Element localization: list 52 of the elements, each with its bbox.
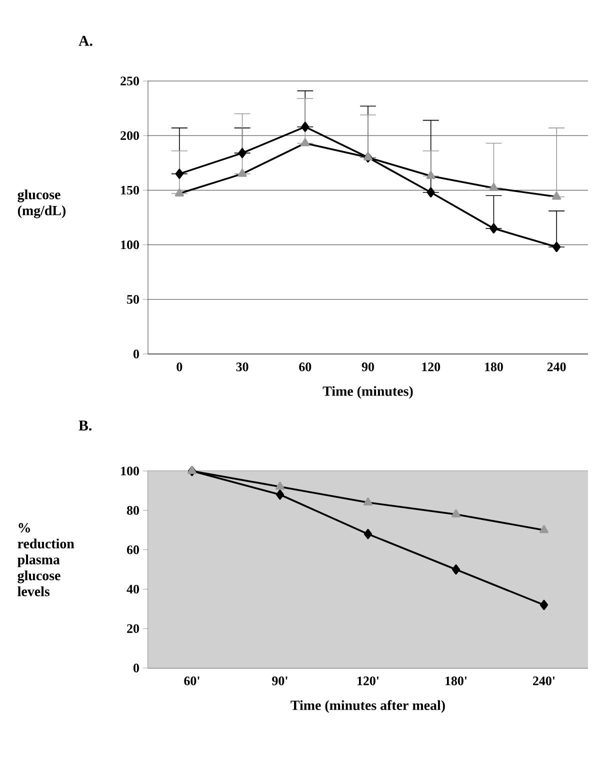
x-tick-label: 240' <box>533 676 555 686</box>
point <box>552 192 562 200</box>
point <box>552 242 561 252</box>
point <box>238 148 246 158</box>
point <box>276 490 284 500</box>
y-axis-title: glucose (mg/dL) <box>18 189 66 218</box>
y-tick-label: 80 <box>126 506 139 515</box>
chart-title: B. <box>78 420 92 431</box>
point <box>187 466 197 474</box>
y-tick-label: 40 <box>126 584 139 594</box>
x-tick-label: 120' <box>358 676 379 686</box>
y-tick-label: 50 <box>127 295 139 304</box>
y-tick-label: 100 <box>121 466 139 476</box>
point <box>363 497 373 506</box>
point <box>174 188 184 196</box>
x-tick-label: 180' <box>446 676 467 686</box>
x-tick-label: 90' <box>272 676 288 686</box>
point <box>539 524 549 534</box>
x-axis-title: Time (minutes) <box>322 386 413 399</box>
point <box>451 509 461 518</box>
point <box>426 170 436 179</box>
y-tick-label: 60 <box>126 545 139 554</box>
point <box>300 138 310 146</box>
x-tick-label: 180 <box>485 362 503 372</box>
y-tick-label: 0 <box>134 664 139 672</box>
x-tick-label: 120 <box>422 362 440 372</box>
point <box>540 600 548 610</box>
x-tick-label: 30 <box>236 362 248 372</box>
x-tick-label: 0 <box>176 362 182 372</box>
point <box>301 122 310 132</box>
point <box>175 168 184 179</box>
point <box>363 152 373 160</box>
point <box>489 182 498 192</box>
y-tick-label: 0 <box>134 350 139 358</box>
y-tick-label: 20 <box>127 624 139 633</box>
x-axis-title: Time (minutes after meal) <box>290 700 445 713</box>
point <box>238 168 247 177</box>
x-tick-label: 240 <box>547 362 566 372</box>
x-tick-label: 90 <box>362 362 374 372</box>
point <box>426 187 435 198</box>
y-tick-label: 100 <box>121 240 139 250</box>
chart-title: A. <box>78 36 92 46</box>
y-tick-label: 200 <box>120 131 139 140</box>
y-tick-label: 250 <box>120 76 139 86</box>
point <box>490 223 498 234</box>
point <box>275 482 285 490</box>
x-tick-label: 60 <box>299 362 312 372</box>
y-tick-label: 150 <box>121 186 139 195</box>
point <box>364 528 372 540</box>
x-tick-label: 60' <box>184 676 200 686</box>
y-axis-title: % reduction plasma glucose levels <box>17 523 74 596</box>
point <box>452 564 460 575</box>
